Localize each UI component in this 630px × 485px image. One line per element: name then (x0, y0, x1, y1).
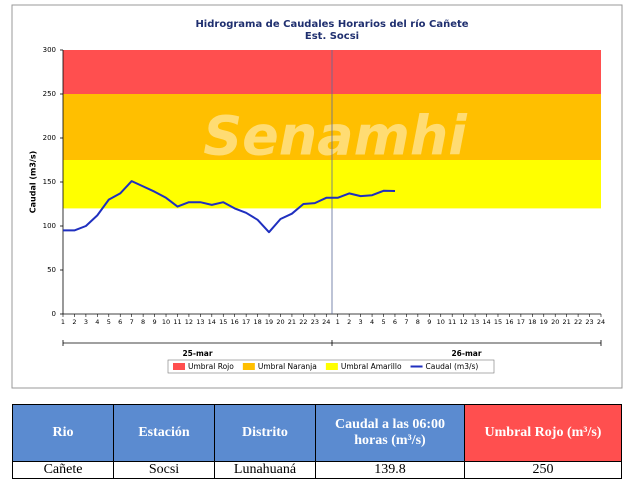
data-line (63, 180, 396, 234)
y-tick-label: 250 (43, 90, 56, 98)
x-tick-label: 15 (219, 318, 227, 326)
cell: 139.8 (315, 461, 465, 479)
x-tick-label: 7 (130, 318, 134, 326)
x-tick-label: 11 (173, 318, 181, 326)
x-tick-label: 13 (471, 318, 479, 326)
x-tick-label: 4 (370, 318, 374, 326)
x-tick-label: 14 (208, 318, 216, 326)
x-tick-label: 22 (299, 318, 307, 326)
header-cell: Caudal a las 06:00 horas (m³/s) (315, 404, 465, 462)
chart-subtitle: Est. Socsi (305, 31, 359, 42)
x-tick-label: 24 (322, 318, 330, 326)
x-tick-label: 8 (416, 318, 420, 326)
x-tick-label: 1 (61, 318, 65, 326)
cell: Lunahuaná (214, 461, 316, 479)
x-tick-label: 5 (381, 318, 385, 326)
x-tick-label: 11 (448, 318, 456, 326)
x-tick-label: 9 (427, 318, 431, 326)
x-tick-label: 13 (196, 318, 204, 326)
x-tick-label: 6 (118, 318, 122, 326)
x-tick-label: 2 (72, 318, 76, 326)
header-cell: Distrito (214, 404, 316, 462)
x-tick-label: 21 (563, 318, 571, 326)
legend-swatch (173, 363, 185, 370)
date-label: 25-mar (182, 349, 212, 358)
x-tick-label: 21 (288, 318, 296, 326)
y-tick-label: 50 (47, 266, 56, 274)
cell: Cañete (12, 461, 114, 479)
x-tick-label: 24 (597, 318, 605, 326)
header-cell: Estación (113, 404, 215, 462)
legend-swatch (325, 363, 338, 370)
x-tick-label: 18 (253, 318, 261, 326)
date-label: 26-mar (451, 349, 481, 358)
y-tick-label: 150 (43, 178, 56, 186)
legend-label: Umbral Rojo (188, 362, 234, 371)
x-tick-label: 20 (551, 318, 559, 326)
table-header: Rio Estación Distrito Caudal a las 06:00… (12, 404, 622, 462)
y-tick-label: 100 (43, 222, 56, 230)
y-tick-label: 300 (43, 46, 56, 54)
chart-title: Hidrograma de Caudales Horarios del río … (195, 18, 468, 30)
cell: 250 (464, 461, 622, 479)
header-cell: Rio (12, 404, 114, 462)
x-tick-label: 19 (540, 318, 548, 326)
x-tick-label: 3 (359, 318, 363, 326)
x-tick-label: 14 (482, 318, 490, 326)
legend-label: Caudal (m3/s) (426, 362, 479, 371)
x-tick-label: 10 (162, 318, 170, 326)
x-tick-label: 4 (95, 318, 99, 326)
y-tick-label: 0 (52, 310, 56, 318)
header-cell: Umbral Rojo (m³/s) (464, 404, 622, 462)
chart: Hidrograma de Caudales Horarios del río … (11, 4, 623, 389)
x-tick-label: 12 (185, 318, 193, 326)
x-tick-label: 5 (107, 318, 111, 326)
x-tick-label: 23 (311, 318, 319, 326)
x-tick-label: 6 (393, 318, 397, 326)
x-tick-label: 22 (574, 318, 582, 326)
x-tick-label: 18 (528, 318, 536, 326)
x-tick-label: 17 (242, 318, 250, 326)
legend-swatch (242, 363, 255, 370)
x-tick-label: 7 (404, 318, 408, 326)
x-tick-label: 17 (517, 318, 525, 326)
y-tick-label: 200 (43, 134, 56, 142)
table-row: Cañete Socsi Lunahuaná 139.8 250 (12, 461, 622, 479)
x-tick-label: 12 (459, 318, 467, 326)
x-tick-label: 10 (437, 318, 445, 326)
x-tick-label: 9 (153, 318, 157, 326)
x-tick-label: 19 (265, 318, 273, 326)
summary-table: Rio Estación Distrito Caudal a las 06:00… (12, 404, 622, 479)
cell: Socsi (113, 461, 215, 479)
x-tick-label: 20 (276, 318, 284, 326)
x-tick-label: 16 (231, 318, 239, 326)
legend: Umbral Rojo Umbral Naranja Umbral Amarillo… (167, 359, 495, 374)
y-axis-label: Caudal (m3/s) (29, 151, 38, 214)
x-tick-label: 23 (585, 318, 593, 326)
watermark: Senamhi (203, 105, 468, 168)
legend-label: Umbral Naranja (258, 362, 317, 371)
legend-label: Umbral Amarillo (341, 362, 402, 371)
x-tick-label: 15 (494, 318, 502, 326)
x-tick-label: 3 (84, 318, 88, 326)
x-tick-label: 8 (141, 318, 145, 326)
x-tick-label: 1 (336, 318, 340, 326)
x-tick-label: 2 (347, 318, 351, 326)
x-tick-label: 16 (505, 318, 513, 326)
